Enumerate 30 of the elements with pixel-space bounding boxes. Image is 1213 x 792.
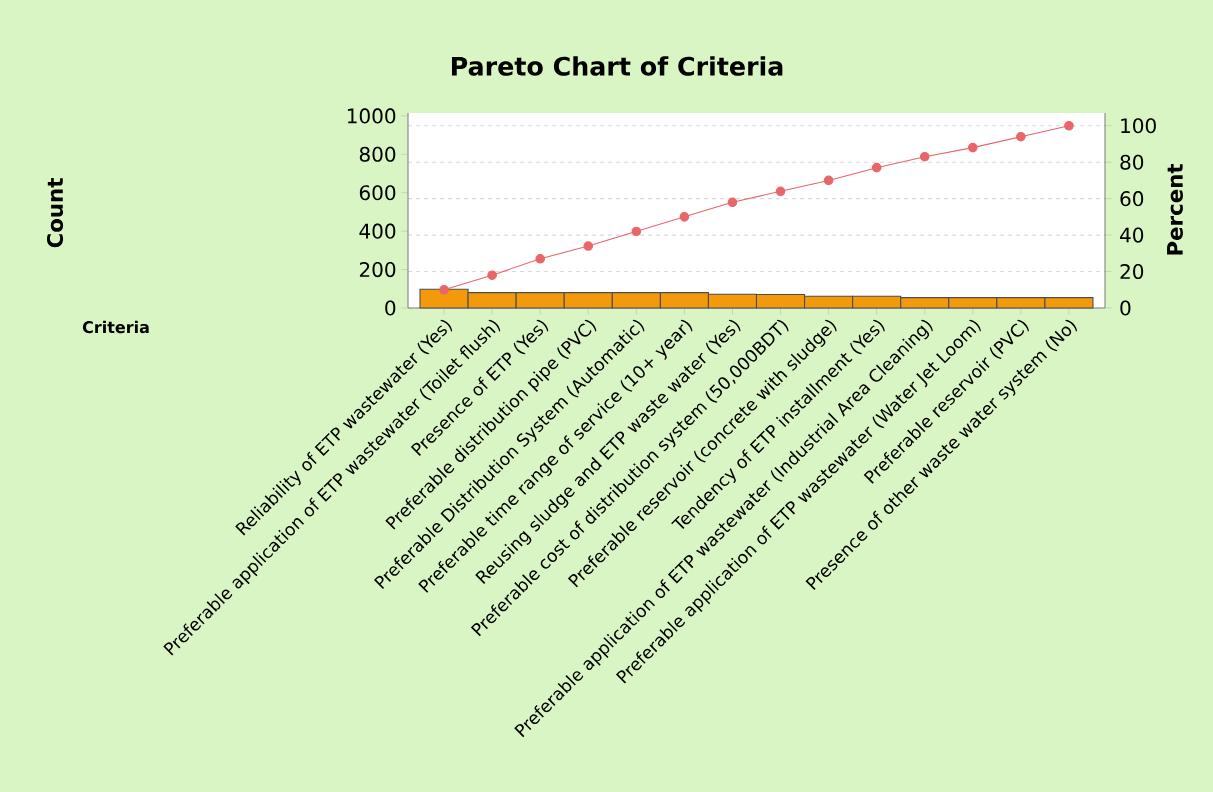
y-tick-label: 600 [359, 185, 396, 201]
y2-tick-label: 80 [1120, 154, 1144, 170]
y-tick-label: 0 [385, 300, 396, 316]
point [823, 175, 834, 186]
y2-tick-label: 0 [1120, 300, 1131, 316]
point [1064, 120, 1074, 131]
point [583, 241, 594, 251]
point [631, 226, 642, 237]
point [727, 197, 738, 208]
x-axis-title: Criteria [82, 320, 149, 334]
y2-tick-label: 100 [1121, 118, 1156, 134]
y-tick-label: 400 [359, 223, 396, 239]
point [968, 142, 978, 153]
point [679, 212, 690, 222]
y2-tick-label: 20 [1120, 263, 1144, 280]
y-tick-label: 1000 [347, 108, 396, 124]
y2-tick-label: 40 [1120, 227, 1144, 243]
y2-axis-title: Percent [1167, 163, 1183, 255]
y-axis-title: Count [46, 178, 64, 248]
y-tick-label: 800 [359, 146, 396, 162]
point [535, 253, 545, 264]
y-tick-label: 200 [359, 262, 396, 278]
point [775, 186, 786, 197]
point [919, 151, 930, 162]
point [487, 270, 497, 280]
y2-tick-label: 60 [1120, 191, 1144, 207]
point [1016, 131, 1026, 142]
point [871, 162, 882, 173]
chart-title: Pareto Chart of Criteria [451, 56, 783, 76]
point [439, 284, 449, 295]
